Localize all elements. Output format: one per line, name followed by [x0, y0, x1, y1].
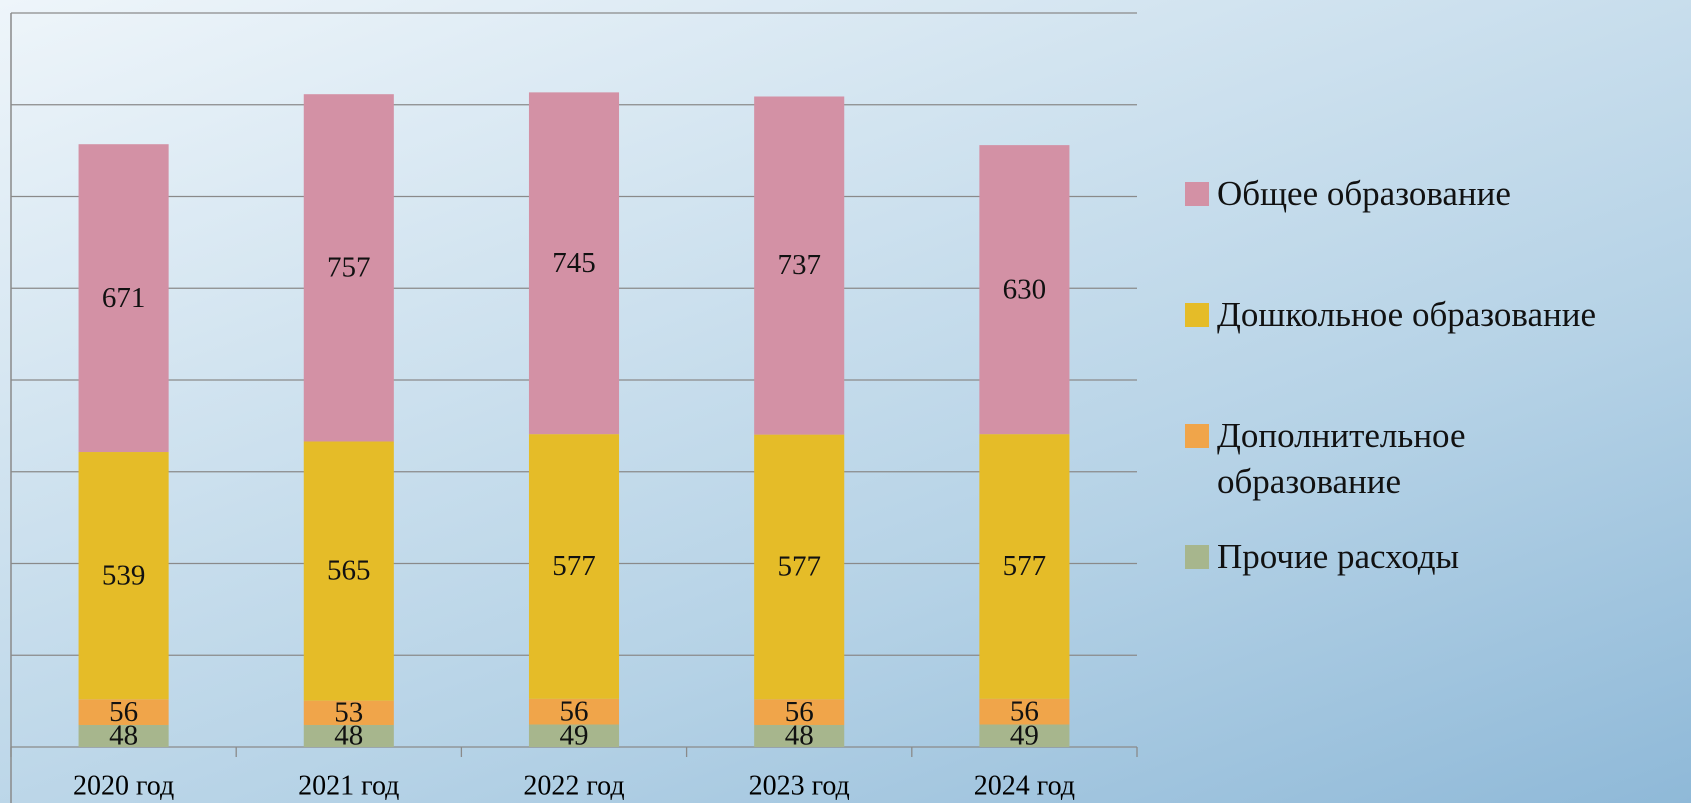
legend-swatch	[1185, 545, 1209, 569]
legend-item: Общее образование	[1185, 171, 1617, 217]
bar-segment	[979, 145, 1070, 435]
bar-segment	[754, 434, 845, 700]
bar-segment	[754, 724, 845, 747]
legend-swatch	[1185, 182, 1209, 206]
legend-label: Дошкольное образование	[1217, 295, 1597, 334]
data-label: 56	[785, 696, 814, 728]
data-label: 757	[327, 251, 371, 283]
bar-segment	[979, 434, 1070, 699]
bar-segment	[303, 724, 394, 747]
bar-segment	[528, 724, 620, 747]
x-tick-label: 2024 год	[974, 770, 1075, 801]
data-label: 56	[560, 695, 589, 727]
bar-segment	[303, 700, 394, 725]
data-label: 56	[1010, 695, 1039, 727]
data-label: 53	[334, 696, 363, 728]
legend-swatch	[1185, 424, 1209, 448]
legend-item: Прочие расходы	[1185, 534, 1617, 580]
bar-segment	[754, 96, 845, 435]
x-tick-label: 2023 год	[749, 770, 850, 801]
bar-segment	[303, 94, 394, 442]
bar-segment	[78, 724, 169, 747]
legend-swatch	[1185, 303, 1209, 327]
data-label: 49	[560, 719, 589, 751]
data-label: 671	[102, 282, 146, 314]
data-label: 56	[109, 696, 138, 728]
legend-item: Дошкольное образование	[1185, 292, 1617, 338]
bar-segment	[979, 724, 1070, 747]
data-label: 48	[785, 720, 814, 752]
bar-segment	[754, 699, 845, 725]
x-tick-label: 2022 год	[523, 770, 624, 801]
data-label: 745	[552, 247, 596, 279]
data-label: 577	[1003, 550, 1047, 582]
data-label: 630	[1003, 273, 1047, 305]
bar-segment	[303, 441, 394, 701]
legend-label: Прочие расходы	[1217, 537, 1460, 576]
data-label: 539	[102, 559, 146, 591]
bar-segment	[78, 699, 169, 725]
x-tick-label: 2021 год	[298, 770, 399, 801]
bar-segment	[528, 434, 620, 699]
data-label: 737	[777, 249, 821, 281]
bar-segment	[528, 92, 620, 435]
legend-label: Дополнительное образование	[1217, 416, 1466, 501]
data-label: 577	[777, 551, 821, 583]
bar-segment	[528, 698, 620, 725]
data-label: 565	[327, 555, 371, 587]
data-label: 48	[334, 720, 363, 752]
legend-label: Общее образование	[1217, 174, 1511, 213]
data-label: 577	[552, 550, 596, 582]
data-label: 48	[109, 720, 138, 752]
x-tick-label: 2020 год	[73, 770, 174, 801]
bar-segment	[979, 698, 1070, 725]
data-label: 49	[1010, 719, 1039, 751]
bar-segment	[78, 452, 169, 700]
bar-segment	[78, 144, 169, 453]
legend-item: Дополнительное образование	[1185, 413, 1617, 505]
